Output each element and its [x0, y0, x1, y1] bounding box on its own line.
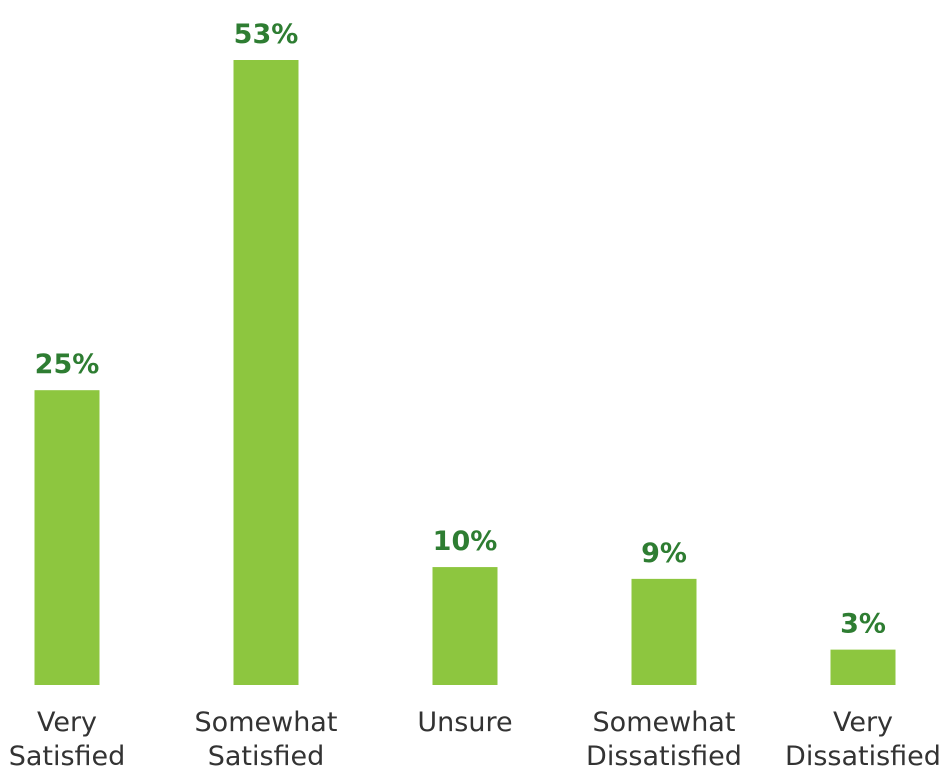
value-label-2: 10%	[433, 526, 498, 557]
value-label-4: 3%	[840, 609, 886, 640]
category-label-4-line-0: Very	[833, 707, 893, 738]
bar-0	[34, 390, 100, 685]
value-label-3: 9%	[641, 538, 687, 569]
bar-4	[830, 649, 896, 685]
category-label-3-line-0: Somewhat	[593, 707, 736, 738]
category-label-3-line-1: Dissatisfied	[586, 741, 742, 772]
category-label-1-line-1: Satisfied	[208, 741, 325, 772]
category-label-2-line-0: Unsure	[417, 707, 512, 738]
bar-2	[432, 567, 498, 685]
value-label-0: 25%	[35, 349, 100, 380]
category-label-0-line-1: Satisfied	[9, 741, 126, 772]
category-label-4-line-1: Dissatisfied	[785, 741, 941, 772]
category-label-0-line-0: Very	[37, 707, 97, 738]
category-label-1-line-0: Somewhat	[195, 707, 338, 738]
value-label-1: 53%	[234, 19, 299, 50]
bars-group	[34, 60, 896, 685]
value-labels-group: 25% 53% 10% 9% 3%	[35, 19, 886, 640]
bar-1	[233, 60, 299, 685]
bar-3	[631, 578, 697, 685]
